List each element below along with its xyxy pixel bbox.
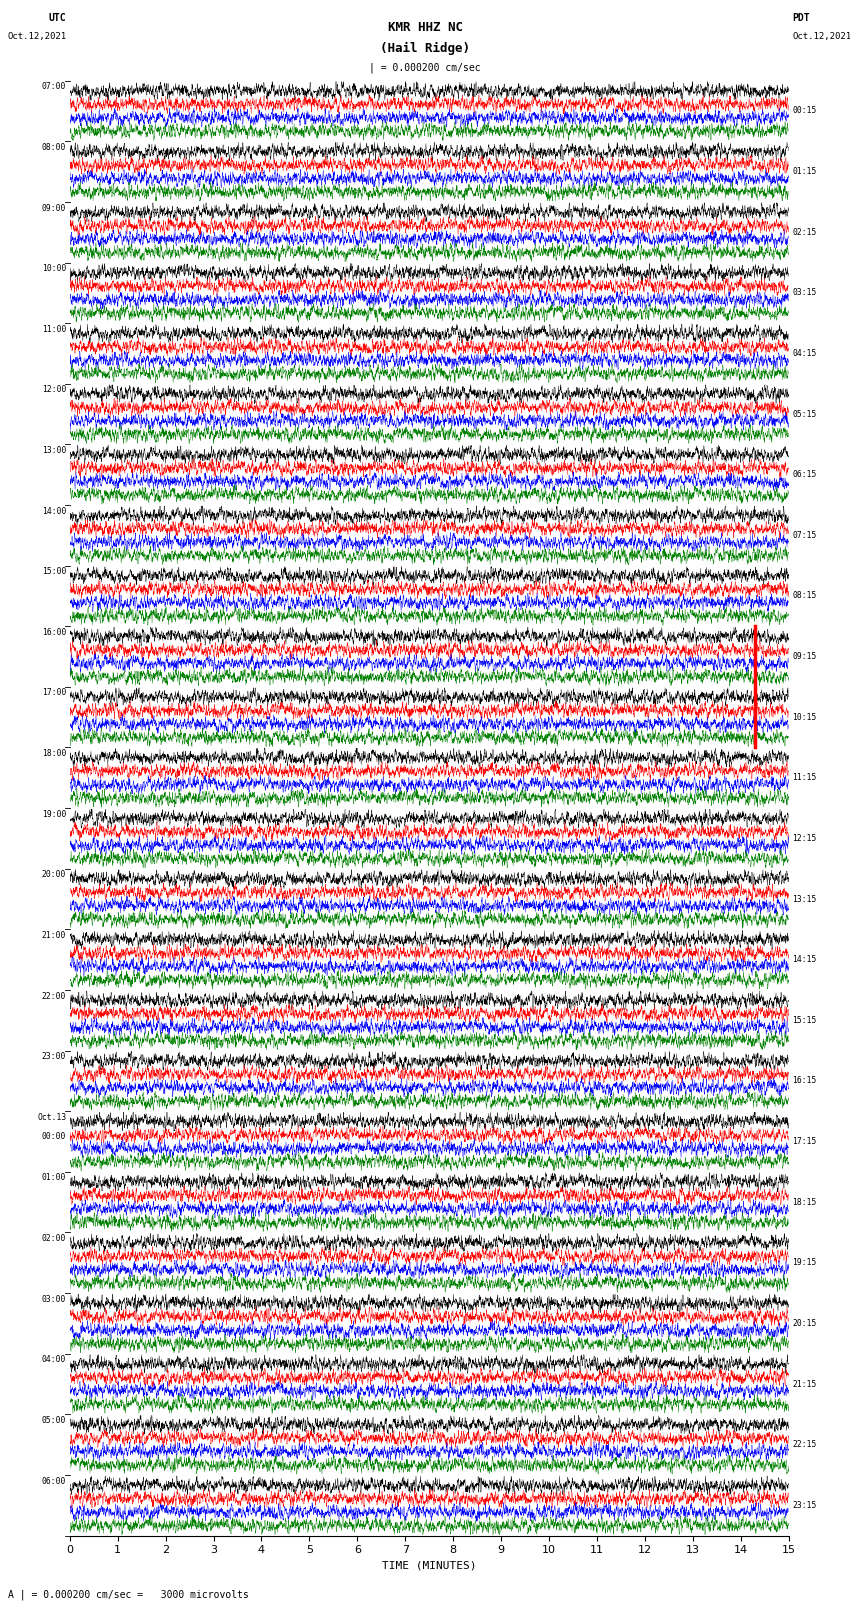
Text: 18:15: 18:15 [792,1198,817,1207]
Text: 12:00: 12:00 [42,386,66,394]
Text: 19:00: 19:00 [42,810,66,819]
Text: 12:15: 12:15 [792,834,817,844]
Text: | = 0.000200 cm/sec: | = 0.000200 cm/sec [369,63,481,74]
Text: 17:15: 17:15 [792,1137,817,1145]
Text: 00:15: 00:15 [792,106,817,116]
Text: 20:15: 20:15 [792,1319,817,1327]
Text: 08:00: 08:00 [42,144,66,152]
Text: 10:15: 10:15 [792,713,817,721]
Text: 02:00: 02:00 [42,1234,66,1244]
X-axis label: TIME (MINUTES): TIME (MINUTES) [382,1561,477,1571]
Text: 05:15: 05:15 [792,410,817,418]
Text: A | = 0.000200 cm/sec =   3000 microvolts: A | = 0.000200 cm/sec = 3000 microvolts [8,1589,249,1600]
Text: 17:00: 17:00 [42,689,66,697]
Text: (Hail Ridge): (Hail Ridge) [380,42,470,55]
Text: 11:15: 11:15 [792,773,817,782]
Text: Oct.12,2021: Oct.12,2021 [7,32,66,42]
Text: 15:00: 15:00 [42,568,66,576]
Text: 22:15: 22:15 [792,1440,817,1448]
Text: 23:15: 23:15 [792,1500,817,1510]
Text: Oct.13: Oct.13 [37,1113,66,1121]
Text: 06:15: 06:15 [792,471,817,479]
Text: 06:00: 06:00 [42,1476,66,1486]
Text: 02:15: 02:15 [792,227,817,237]
Text: 18:00: 18:00 [42,748,66,758]
Text: 03:15: 03:15 [792,289,817,297]
Text: 13:15: 13:15 [792,895,817,903]
Text: 19:15: 19:15 [792,1258,817,1268]
Text: 16:15: 16:15 [792,1076,817,1086]
Text: 15:15: 15:15 [792,1016,817,1024]
Text: 07:15: 07:15 [792,531,817,540]
Text: 14:15: 14:15 [792,955,817,965]
Text: 09:00: 09:00 [42,203,66,213]
Text: 09:15: 09:15 [792,652,817,661]
Text: Oct.12,2021: Oct.12,2021 [792,32,850,42]
Text: 00:00: 00:00 [42,1132,66,1140]
Text: PDT: PDT [792,13,810,23]
Text: 21:00: 21:00 [42,931,66,940]
Text: 16:00: 16:00 [42,627,66,637]
Text: UTC: UTC [48,13,66,23]
Text: 08:15: 08:15 [792,592,817,600]
Text: 05:00: 05:00 [42,1416,66,1424]
Text: 01:00: 01:00 [42,1174,66,1182]
Text: 23:00: 23:00 [42,1052,66,1061]
Text: KMR HHZ NC: KMR HHZ NC [388,21,462,34]
Text: 20:00: 20:00 [42,871,66,879]
Text: 10:00: 10:00 [42,265,66,273]
Text: 07:00: 07:00 [42,82,66,92]
Text: 22:00: 22:00 [42,992,66,1000]
Text: 13:00: 13:00 [42,447,66,455]
Text: 21:15: 21:15 [792,1379,817,1389]
Text: 11:00: 11:00 [42,324,66,334]
Text: 04:15: 04:15 [792,348,817,358]
Text: 03:00: 03:00 [42,1295,66,1303]
Text: 14:00: 14:00 [42,506,66,516]
Text: 01:15: 01:15 [792,168,817,176]
Text: 04:00: 04:00 [42,1355,66,1365]
